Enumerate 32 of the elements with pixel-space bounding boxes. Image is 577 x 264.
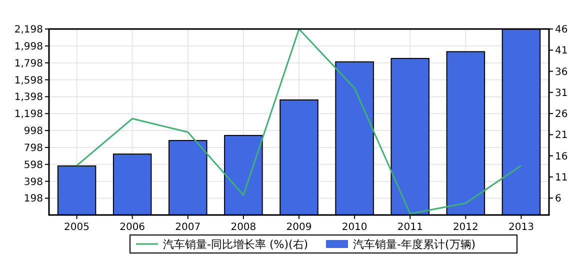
y2-tick-label: 46	[555, 24, 568, 36]
legend-label: 汽车销量-年度累计(万辆)	[353, 238, 476, 251]
y-tick-label: 1,198	[14, 109, 43, 120]
y-tick-label: 1,998	[14, 41, 43, 52]
y-tick-label: 998	[24, 126, 43, 138]
x-tick-label: 2010	[342, 222, 368, 233]
y2-tick-label: 41	[555, 46, 568, 57]
x-tick-label: 2006	[120, 222, 146, 233]
y-tick-label: 1,598	[14, 75, 43, 86]
y-tick-label: 1,398	[14, 92, 43, 104]
y2-tick-label: 31	[555, 88, 568, 99]
y-tick-label: 398	[24, 176, 43, 188]
y2-tick-label: 11	[555, 172, 568, 184]
y2-tick-label: 36	[555, 66, 568, 78]
x-tick-label: 2012	[452, 222, 478, 233]
y2-tick-label: 26	[555, 109, 568, 120]
y2-tick-label: 6	[555, 194, 562, 205]
x-tick-label: 2013	[508, 222, 534, 233]
y2-tick-label: 21	[555, 130, 568, 142]
x-tick-label: 2007	[175, 222, 201, 233]
x-tick-label: 2008	[230, 222, 256, 233]
line-series	[76, 28, 522, 214]
y-tick-label: 798	[24, 142, 43, 154]
y-tick-label: 598	[24, 160, 43, 171]
x-tick-label: 2009	[286, 222, 312, 233]
y-tick-label: 2,198	[14, 24, 43, 36]
legend-label: 汽车销量-同比增长率 (%)(右)	[163, 238, 308, 251]
x-tick-label: 2005	[64, 222, 90, 233]
x-tick-label: 2011	[397, 222, 423, 233]
y2-tick-label: 16	[555, 151, 568, 162]
y-tick-label: 1,798	[14, 58, 43, 70]
y-tick-label: 198	[24, 194, 43, 205]
